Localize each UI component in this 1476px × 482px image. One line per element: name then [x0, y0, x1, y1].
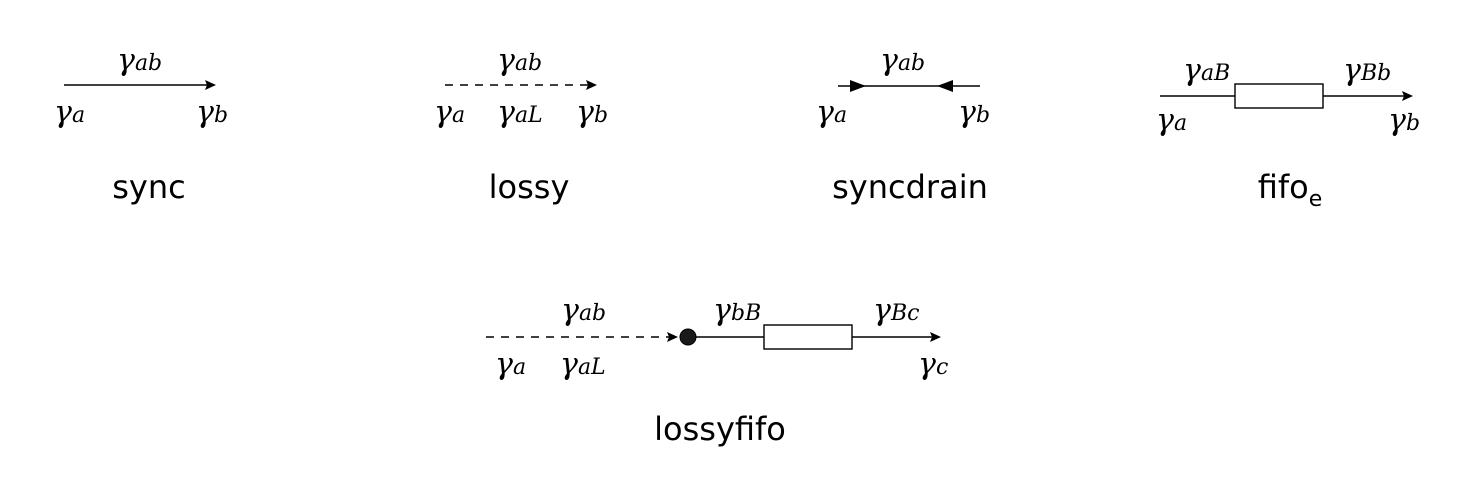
sync-arrowhead: [205, 80, 216, 90]
lossyfifo-dashed-arrowhead: [667, 332, 678, 342]
syncdrain-right-arrowhead: [937, 80, 953, 92]
fifo-label-Bb: γBb: [1343, 53, 1391, 88]
lossyfifo-diagram: γab γbB γBc γa γaL γc lossyfifo: [486, 293, 948, 448]
lossy-label-ab: γab: [497, 43, 542, 78]
lossyfifo-node: [679, 328, 697, 346]
lossyfifo-label-a: γa: [495, 347, 526, 382]
lossyfifo-label-Bc: γBc: [873, 293, 919, 328]
fifo-label-b: γb: [1388, 103, 1420, 138]
syncdrain-diagram: γab γa γb syncdrain: [816, 43, 990, 206]
fifo-caption: fifoe: [1258, 168, 1323, 212]
sync-label-ab: γab: [117, 43, 162, 78]
sync-label-b: γb: [196, 95, 228, 130]
syncdrain-left-arrowhead: [850, 80, 866, 92]
syncdrain-label-ab: γab: [880, 43, 925, 78]
lossy-arrowhead: [586, 80, 597, 90]
sync-caption: sync: [112, 168, 185, 206]
syncdrain-caption: syncdrain: [832, 168, 988, 206]
fifo-arrowhead: [1402, 91, 1413, 101]
lossy-label-a: γa: [434, 95, 465, 130]
sync-diagram: γab γa γb sync: [54, 43, 228, 206]
fifo-label-a: γa: [1156, 103, 1187, 138]
syncdrain-label-b: γb: [958, 95, 990, 130]
sync-label-a: γa: [54, 95, 85, 130]
fifo-diagram: γaB γBb γa γb fifoe: [1156, 53, 1420, 212]
fifo-buffer-box: [1234, 83, 1324, 109]
fifo-label-aB: γaB: [1183, 53, 1230, 88]
lossyfifo-caption: lossyfifo: [654, 410, 786, 448]
lossyfifo-buffer-box: [763, 324, 853, 350]
lossy-diagram: γab γa γaL γb lossy: [434, 43, 608, 206]
lossyfifo-label-aL: γaL: [560, 347, 606, 382]
lossyfifo-label-c: γc: [918, 347, 948, 382]
lossyfifo-label-bB: γbB: [713, 293, 761, 328]
lossy-caption: lossy: [489, 168, 570, 206]
lossyfifo-label-ab: γab: [561, 293, 606, 328]
lossy-label-b: γb: [576, 95, 608, 130]
lossyfifo-arrowhead: [930, 332, 941, 342]
lossy-label-al: γaL: [497, 95, 543, 130]
syncdrain-label-a: γa: [816, 95, 847, 130]
